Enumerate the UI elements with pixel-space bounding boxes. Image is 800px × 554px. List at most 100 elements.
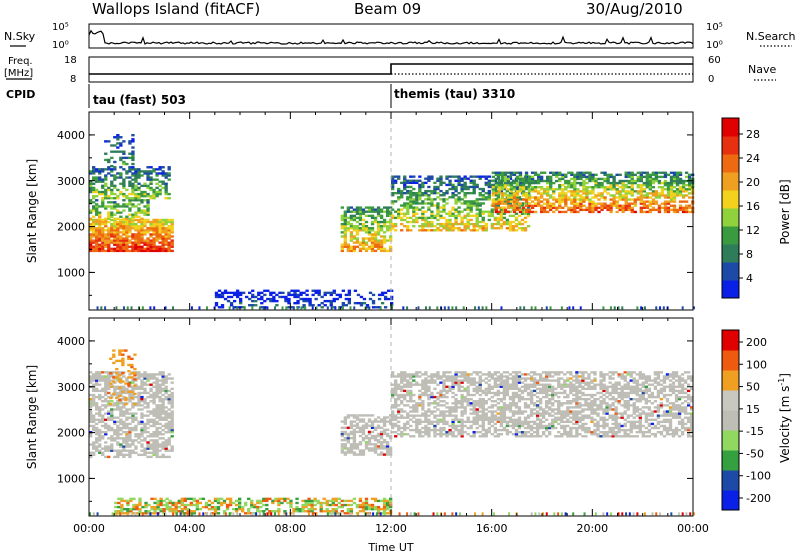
range-gate-cell — [445, 402, 449, 405]
range-gate-cell — [445, 430, 449, 434]
range-gate-cell — [523, 377, 528, 380]
range-gate-cell — [370, 235, 375, 238]
range-gate-cell — [149, 418, 153, 421]
range-gate-cell — [415, 381, 419, 384]
range-gate-cell — [669, 181, 674, 185]
range-gate-cell — [128, 182, 132, 185]
range-gate-cell — [518, 186, 523, 189]
range-gate-cell — [639, 196, 643, 199]
range-gate-cell — [131, 385, 135, 388]
range-gate-cell — [161, 170, 165, 173]
range-gate-cell — [161, 243, 165, 246]
range-gate-cell — [681, 188, 686, 191]
range-gate-cell — [454, 214, 458, 218]
range-gate-cell — [618, 206, 622, 210]
range-gate-cell — [497, 206, 502, 210]
range-gate-cell — [457, 175, 461, 178]
range-gate-cell — [521, 194, 526, 197]
range-gate-cell — [131, 402, 135, 405]
range-gate-cell — [466, 218, 470, 222]
range-gate-cell — [134, 439, 138, 442]
range-gate-cell — [140, 199, 144, 202]
range-gate-cell — [478, 371, 482, 374]
range-gate-cell — [358, 247, 363, 251]
range-gate-cell — [409, 191, 413, 195]
range-gate-cell — [527, 175, 532, 179]
range-gate-cell — [499, 227, 504, 230]
range-gate-cell — [152, 402, 156, 405]
range-gate-cell — [490, 214, 494, 218]
range-gate-cell — [526, 214, 531, 218]
range-gate-cell — [379, 418, 384, 421]
range-gate-cell — [687, 181, 692, 185]
range-gate-cell — [448, 433, 452, 436]
range-gate-cell — [657, 208, 662, 212]
range-gate-cell — [511, 375, 516, 378]
range-gate-cell — [107, 416, 111, 419]
range-gate-cell — [535, 414, 540, 417]
range-gate-cell — [161, 433, 165, 436]
range-gate-cell — [143, 229, 147, 232]
range-gate-cell — [445, 391, 449, 395]
range-gate-cell — [349, 420, 354, 423]
range-gate-cell — [137, 215, 141, 218]
range-gate-cell — [490, 410, 494, 413]
range-gate-cell — [170, 239, 174, 242]
range-gate-cell — [119, 215, 123, 218]
range-gate-cell — [633, 202, 637, 205]
range-gate-cell — [530, 175, 535, 179]
range-gate-cell — [104, 184, 108, 188]
range-gate-cell — [627, 206, 631, 210]
range-gate-cell — [143, 400, 147, 403]
range-gate-cell — [475, 402, 479, 405]
range-gate-cell — [152, 439, 156, 442]
range-gate-cell — [281, 291, 285, 295]
range-gate-cell — [107, 383, 111, 386]
range-gate-cell — [433, 214, 437, 218]
noise-cell — [100, 306, 103, 310]
range-gate-cell — [89, 222, 93, 226]
range-gate-cell — [532, 377, 537, 380]
range-gate-cell — [418, 208, 422, 211]
range-gate-cell — [391, 430, 395, 434]
range-gate-cell — [591, 186, 595, 189]
range-gate-cell — [409, 389, 413, 393]
range-gate-cell — [442, 379, 446, 382]
range-gate-cell — [500, 173, 505, 177]
range-gate-cell — [511, 385, 516, 388]
range-gate-cell — [400, 191, 404, 195]
range-gate-cell — [155, 224, 159, 228]
range-gate-cell — [107, 447, 111, 450]
range-gate-cell — [491, 179, 495, 183]
range-gate-cell — [235, 293, 240, 297]
range-gate-cell — [511, 422, 516, 426]
range-gate-cell — [95, 180, 99, 183]
range-gate-cell — [400, 387, 404, 391]
range-gate-cell — [546, 194, 550, 197]
range-gate-cell — [514, 179, 519, 182]
range-gate-cell — [497, 188, 502, 191]
range-gate-cell — [116, 451, 120, 454]
range-gate-cell — [603, 198, 607, 201]
range-gate-cell — [496, 389, 501, 393]
range-gate-cell — [457, 222, 461, 226]
range-gate-cell — [95, 222, 99, 226]
range-gate-cell — [535, 400, 540, 403]
range-gate-cell — [415, 375, 419, 378]
range-gate-cell — [415, 179, 419, 182]
range-gate-cell — [502, 418, 507, 421]
range-gate-cell — [119, 182, 123, 185]
range-gate-cell — [125, 247, 129, 251]
range-gate-cell — [95, 170, 99, 173]
range-gate-cell — [539, 188, 544, 191]
range-gate-cell — [663, 206, 668, 210]
range-gate-cell — [302, 297, 306, 301]
range-gate-cell — [624, 183, 628, 187]
range-gate-cell — [687, 188, 692, 191]
range-gate-cell — [92, 424, 96, 428]
range-gate-cell — [421, 212, 425, 215]
range-gate-cell — [122, 222, 126, 226]
range-gate-cell — [484, 196, 488, 199]
range-gate-cell — [433, 198, 437, 201]
range-gate-cell — [161, 227, 165, 230]
